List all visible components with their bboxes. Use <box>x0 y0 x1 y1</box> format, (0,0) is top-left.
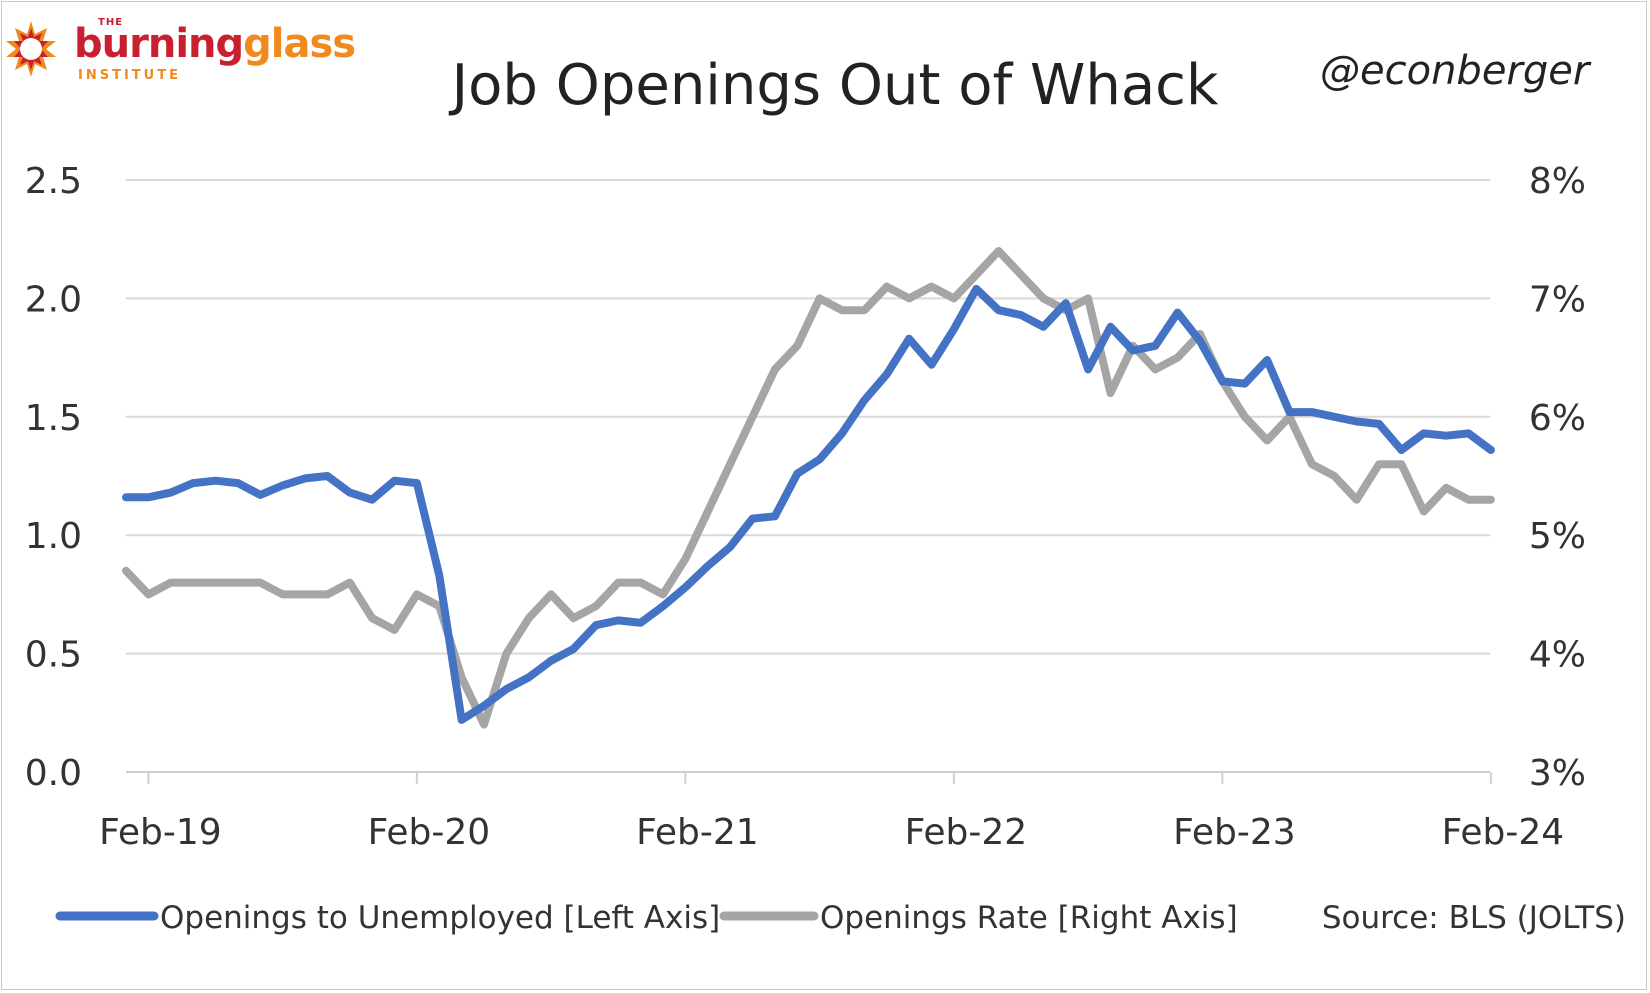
y-tick-label-left: 0.0 <box>25 753 82 794</box>
x-tick-label: Feb-23 <box>1173 812 1296 853</box>
y-tick-label-right: 5% <box>1529 516 1586 557</box>
x-tick-label: Feb-20 <box>368 812 491 853</box>
y-tick-label-left: 2.5 <box>25 161 82 202</box>
y-tick-label-left: 2.0 <box>25 279 82 320</box>
x-tick-label: Feb-22 <box>905 812 1028 853</box>
y-tick-label-right: 8% <box>1529 161 1586 202</box>
twitter-handle: @econberger <box>1320 48 1590 94</box>
source-note: Source: BLS (JOLTS) <box>1322 900 1626 936</box>
y-tick-label-right: 7% <box>1529 279 1586 320</box>
x-tick-label: Feb-19 <box>99 812 222 853</box>
y-tick-label-left: 0.5 <box>25 635 82 676</box>
logo-the: THE <box>98 17 124 28</box>
legend-label-openings-rate: Openings Rate [Right Axis] <box>820 900 1238 936</box>
y-tick-label-right: 6% <box>1529 398 1586 439</box>
series-line-openings-to-unemployed <box>122 284 1495 724</box>
logo-word-glass: glass <box>243 21 356 67</box>
y-tick-label-left: 1.5 <box>25 398 82 439</box>
y-tick-label-left: 1.0 <box>25 516 82 557</box>
y-tick-label-right: 3% <box>1529 753 1586 794</box>
logo-institute: INSTITUTE <box>78 68 181 83</box>
y-tick-label-right: 4% <box>1529 635 1586 676</box>
x-tick-label: Feb-24 <box>1442 812 1565 853</box>
chart-title: Job Openings Out of Whack <box>449 53 1219 118</box>
burning-glass-logo: THE burningglass INSTITUTE <box>2 14 362 84</box>
series-line-openings-rate <box>122 247 1495 729</box>
legend-label-openings-to-unemployed: Openings to Unemployed [Left Axis] <box>160 900 720 936</box>
sun-logo-icon <box>6 21 56 77</box>
logo-word-burning: burning <box>74 21 244 67</box>
logo-wordmark: burningglass <box>74 20 356 68</box>
x-tick-label: Feb-21 <box>636 812 759 853</box>
